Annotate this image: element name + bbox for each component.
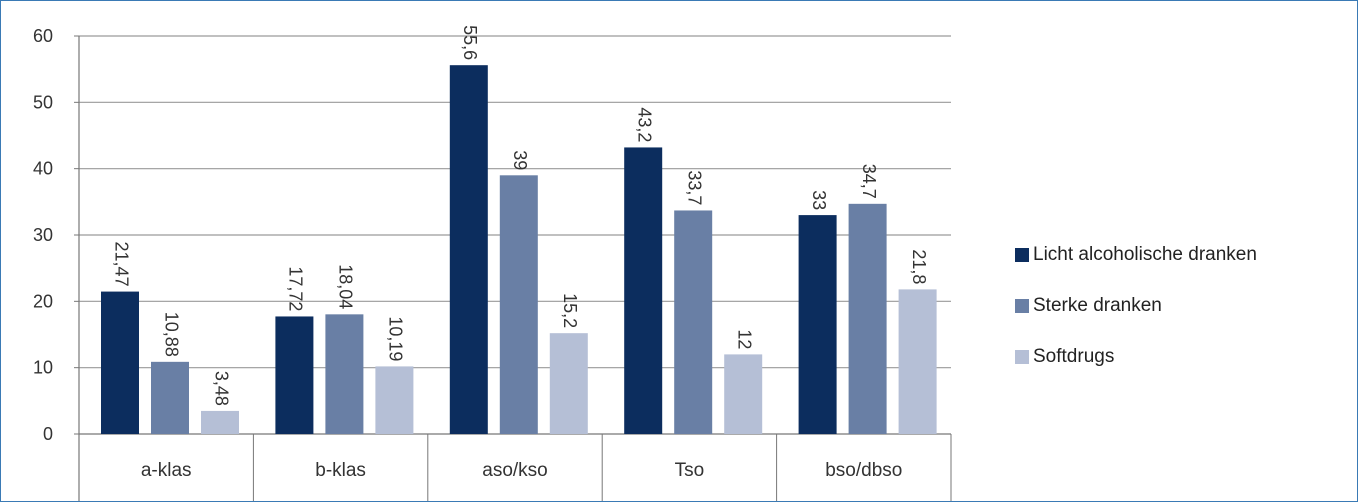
y-tick-label: 60 <box>33 26 53 46</box>
y-tick-label: 0 <box>43 424 53 444</box>
bar <box>151 361 189 434</box>
legend-label: Licht alcoholische dranken <box>1033 243 1257 265</box>
category-label: Tso <box>675 460 705 481</box>
bar <box>201 410 239 434</box>
data-label: 33 <box>809 190 829 210</box>
data-label: 21,8 <box>909 249 929 284</box>
legend: Licht alcoholische dranken Sterke dranken… <box>1015 241 1257 394</box>
data-label: 10,88 <box>161 312 181 357</box>
bar <box>624 147 663 434</box>
y-tick-label: 20 <box>33 291 53 311</box>
data-label: 3,48 <box>211 371 231 406</box>
legend-item: Softdrugs <box>1015 343 1257 370</box>
y-tick-label: 30 <box>33 225 53 245</box>
legend-item: Sterke dranken <box>1015 292 1257 319</box>
data-label: 10,19 <box>386 316 406 361</box>
category-label: a-klas <box>141 460 192 481</box>
bar <box>325 314 364 434</box>
bar <box>549 333 588 434</box>
bar <box>724 354 763 434</box>
data-label: 18,04 <box>336 264 356 309</box>
data-label: 55,6 <box>460 25 480 60</box>
legend-swatch <box>1015 349 1029 364</box>
data-label: 17,72 <box>286 266 306 311</box>
data-label: 43,2 <box>634 107 654 142</box>
category-label: aso/kso <box>482 460 547 481</box>
bar <box>101 291 139 434</box>
legend-swatch <box>1015 247 1029 262</box>
data-label: 33,7 <box>684 170 704 205</box>
y-tick-label: 10 <box>33 358 53 378</box>
data-label: 12 <box>734 329 754 349</box>
legend-swatch <box>1015 298 1029 313</box>
data-label: 21,47 <box>111 242 131 287</box>
category-label: b-klas <box>315 460 366 481</box>
legend-label: Sterke dranken <box>1033 294 1162 316</box>
legend-label: Softdrugs <box>1033 345 1115 367</box>
bar-chart: 0 10 20 30 40 50 60 a-klas 21,47 10,88 3,48 b-klas 1… <box>33 25 952 501</box>
bar <box>499 175 538 435</box>
data-label: 39 <box>510 150 530 170</box>
data-label: 15,2 <box>560 293 580 328</box>
bar <box>275 316 314 434</box>
bar <box>798 215 837 434</box>
category-label: bso/dbso <box>825 460 902 481</box>
bar <box>674 210 713 434</box>
y-tick-label: 50 <box>33 92 53 112</box>
bar <box>375 366 414 434</box>
bar <box>898 289 937 434</box>
legend-item: Licht alcoholische dranken <box>1015 241 1257 268</box>
data-label: 34,7 <box>859 164 879 199</box>
bar <box>848 203 887 434</box>
bar <box>449 65 488 434</box>
y-tick-label: 40 <box>33 159 53 179</box>
